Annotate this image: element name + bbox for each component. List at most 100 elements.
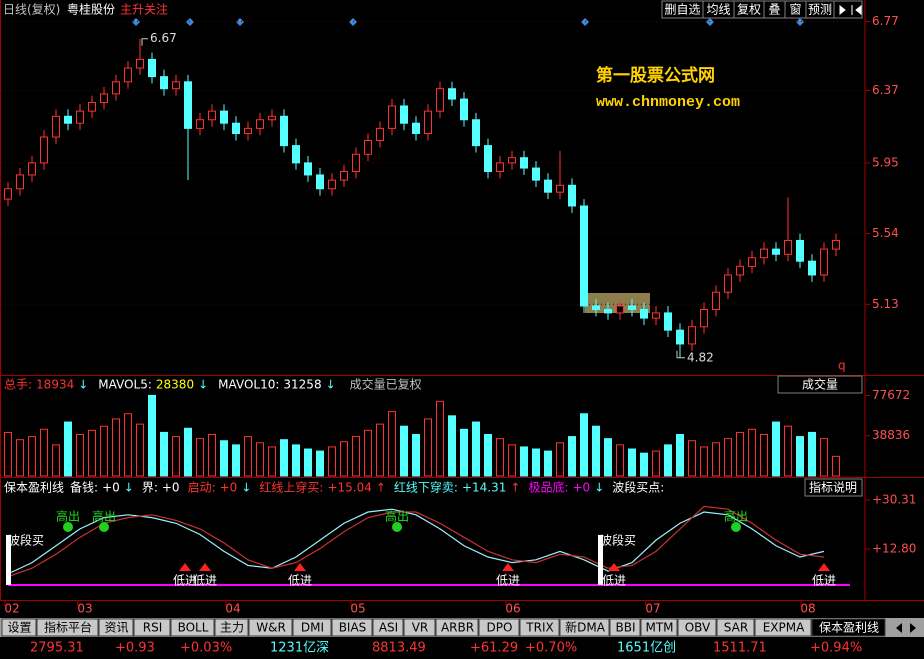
volume-bar <box>736 431 744 477</box>
tab-label[interactable]: MTM <box>645 621 673 635</box>
volume-bar <box>424 418 432 477</box>
indicator-header-arrow: ↑ <box>376 481 386 495</box>
tab-label[interactable]: RSI <box>143 621 163 635</box>
status-item: +61.29 <box>470 641 518 656</box>
tab-label[interactable]: 新DMA <box>565 620 606 635</box>
tab-label[interactable]: EXPMA <box>763 621 805 635</box>
tab-label[interactable]: DPO <box>487 621 513 635</box>
date-label: 04 <box>225 602 240 616</box>
candle-body <box>592 305 600 310</box>
toolbar-button-label[interactable]: 叠 <box>768 3 780 17</box>
date-label: 08 <box>800 602 815 616</box>
status-item: 2795.31 <box>30 641 84 656</box>
tab[interactable] <box>640 618 678 637</box>
indicator-button[interactable] <box>804 478 863 497</box>
tab-label[interactable]: 保本盈利线 <box>819 621 879 635</box>
tab-label[interactable]: 指标平台 <box>44 620 92 635</box>
candle-body <box>604 308 612 314</box>
min-pointer <box>676 350 685 359</box>
candle-body <box>760 248 768 259</box>
volume-bar <box>328 446 336 477</box>
tab[interactable] <box>292 618 332 637</box>
tab-label[interactable]: ARBR <box>441 621 474 635</box>
tab[interactable] <box>519 618 560 637</box>
tab[interactable] <box>716 618 755 637</box>
volume-bar <box>580 413 588 477</box>
signal-high-out: 高出 <box>724 509 748 524</box>
tab-label[interactable]: ASI <box>379 621 398 635</box>
tab-label[interactable]: BIAS <box>339 621 367 635</box>
volume-note: 成交量已复权 <box>350 377 422 392</box>
volume-bar <box>184 427 192 477</box>
candle-body <box>400 105 408 124</box>
volume-header-label: 总手: <box>4 378 32 392</box>
toolbar-button-label[interactable]: 删自选 <box>664 3 700 17</box>
signal-arrow <box>818 563 830 571</box>
tab-label[interactable]: BBI <box>615 621 635 635</box>
signal-high-out: 高出 <box>385 509 409 524</box>
candle-body <box>304 162 312 176</box>
signal-arrow <box>199 563 211 571</box>
tab-label[interactable]: OBV <box>685 621 711 635</box>
tab[interactable] <box>609 618 641 637</box>
tab-label[interactable]: W&R <box>256 621 286 635</box>
tab-label[interactable]: 设置 <box>7 621 31 635</box>
toolbar-button-label[interactable]: 均线 <box>706 3 730 17</box>
tab[interactable] <box>331 618 373 637</box>
indicator-header-value: +0 <box>162 481 180 495</box>
corner-mark: q <box>838 359 846 373</box>
candle-body <box>184 81 192 129</box>
tab[interactable] <box>98 618 134 637</box>
signal-low-in: 低进 <box>496 574 520 588</box>
candle-body <box>748 257 756 267</box>
volume-bar <box>796 436 804 477</box>
volume-header-label: MAVOL5: <box>98 378 152 392</box>
tab[interactable] <box>133 618 171 637</box>
candle-body <box>532 167 540 181</box>
tab[interactable] <box>478 618 520 637</box>
candle-body <box>340 170 348 181</box>
candle-body <box>40 136 48 164</box>
tab-label[interactable]: BOLL <box>178 621 209 635</box>
toolbar-button[interactable] <box>805 0 835 19</box>
candle-body <box>652 312 660 319</box>
toolbar-button-label[interactable]: 窗 <box>789 3 801 17</box>
tab[interactable] <box>754 618 812 637</box>
y-tick-label: +30.31 <box>872 492 916 506</box>
volume-button-label[interactable]: 成交量 <box>802 377 838 392</box>
volume-bar <box>304 448 312 477</box>
tab[interactable] <box>170 618 215 637</box>
tab[interactable] <box>1 618 37 637</box>
diamond <box>132 18 804 26</box>
tab-label[interactable]: TRIX <box>525 621 553 635</box>
tab[interactable] <box>435 618 479 637</box>
volume-button[interactable] <box>777 375 863 394</box>
indicator-header-value: +0 <box>102 481 120 495</box>
tab[interactable] <box>36 618 99 637</box>
tab-label[interactable]: 主力 <box>220 621 244 635</box>
toolbar-button-label[interactable]: 预测 <box>808 3 832 17</box>
status-item: 1651亿创 <box>617 641 676 656</box>
indicator-header-value: +0 <box>220 481 238 495</box>
tab-label[interactable]: DMI <box>301 621 324 635</box>
tab[interactable] <box>811 618 886 637</box>
signal-low-in: 低进 <box>288 574 312 588</box>
tab[interactable] <box>403 618 436 637</box>
signal-low-in: 低进 <box>602 574 626 588</box>
stock-name: 粤桂股份 <box>67 2 115 17</box>
toolbar-button-label[interactable]: 复权 <box>737 3 761 17</box>
tab[interactable] <box>214 618 249 637</box>
tab-label[interactable]: SAR <box>724 621 748 635</box>
tab-scroll[interactable] <box>896 623 916 633</box>
indicator-header-label: 极品底: <box>528 480 568 495</box>
tab[interactable] <box>559 618 610 637</box>
tab-label[interactable]: VR <box>412 621 429 635</box>
tab[interactable] <box>248 618 293 637</box>
indicator-header-label: 波段买点: <box>612 480 664 495</box>
tab[interactable] <box>372 618 404 637</box>
tab[interactable] <box>677 618 717 637</box>
volume-bar <box>460 428 468 477</box>
indicator-button-label[interactable]: 指标说明 <box>809 480 857 495</box>
status-item: +0.94% <box>810 641 862 656</box>
tab-label[interactable]: 资讯 <box>104 621 128 635</box>
